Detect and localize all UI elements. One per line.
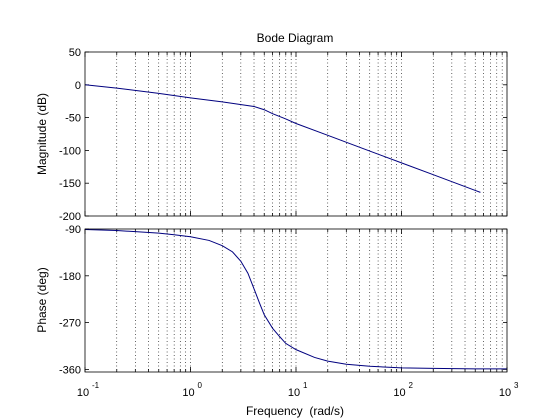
phase-ytick-label: -270: [59, 318, 81, 330]
magnitude-ytick-label: -150: [59, 178, 81, 190]
magnitude-response-line: [84, 84, 481, 193]
chart-title: Bode Diagram: [257, 31, 334, 45]
frequency-tick-exponent: 1: [303, 381, 308, 390]
phase-response-line: [84, 229, 507, 370]
frequency-tick-exponent: 0: [198, 381, 203, 390]
magnitude-ytick-label: 0: [75, 80, 81, 92]
magnitude-ytick-label: -50: [65, 113, 81, 125]
magnitude-ytick-label: 50: [69, 47, 81, 59]
frequency-tick-exponent: -1: [92, 381, 100, 390]
frequency-tick-label: 10: [182, 387, 194, 399]
magnitude-ytick-label: -200: [59, 211, 81, 223]
frequency-tick-label: 10: [77, 387, 89, 399]
phase-ytick-label: -90: [65, 224, 81, 236]
magnitude-axes-box: [84, 51, 508, 217]
frequency-tick-label: 10: [393, 387, 405, 399]
magnitude-axis-label: Magnitude (dB): [35, 93, 49, 175]
frequency-tick-exponent: 2: [409, 381, 414, 390]
phase-ytick-label: -360: [59, 364, 81, 376]
frequency-tick-exponent: 3: [514, 381, 519, 390]
magnitude-panel: 50 0 -50 -100 -150 -200: [59, 47, 508, 223]
magnitude-ytick-label: -100: [59, 145, 81, 157]
phase-ytick-label: -180: [59, 271, 81, 283]
phase-axis-label: Phase (deg): [35, 267, 49, 332]
frequency-axis-label: Frequency (rad/s): [246, 404, 344, 418]
phase-axes-box: [84, 228, 508, 373]
frequency-tick-label: 10: [499, 387, 511, 399]
frequency-tick-label: 10: [288, 387, 300, 399]
